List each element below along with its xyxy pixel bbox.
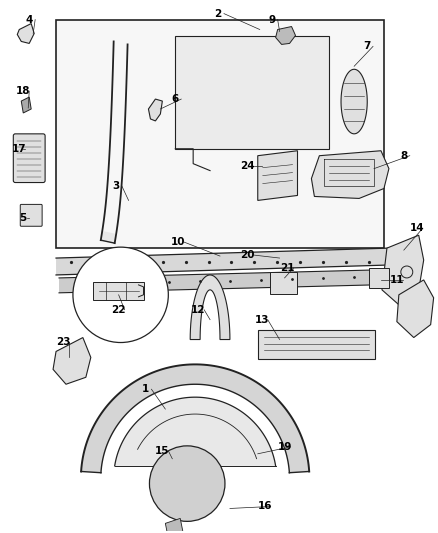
Text: 24: 24 [240,160,255,171]
Polygon shape [115,397,276,466]
Circle shape [73,247,168,343]
Text: 7: 7 [364,42,371,51]
Text: 16: 16 [258,502,272,512]
Polygon shape [81,365,309,473]
FancyBboxPatch shape [20,204,42,226]
Polygon shape [341,69,367,134]
Text: 22: 22 [111,305,126,314]
Text: 15: 15 [155,446,170,456]
Polygon shape [148,99,162,121]
Text: 5: 5 [20,213,27,223]
Text: 20: 20 [240,250,255,260]
FancyBboxPatch shape [270,272,297,294]
Polygon shape [276,27,296,44]
FancyBboxPatch shape [258,329,375,359]
Circle shape [149,446,225,521]
Text: 19: 19 [277,442,292,452]
Text: 23: 23 [56,336,70,346]
Text: 6: 6 [172,94,179,104]
Text: 4: 4 [25,14,33,25]
Text: 13: 13 [254,314,269,325]
Text: 9: 9 [268,14,275,25]
Text: 1: 1 [142,384,149,394]
Polygon shape [311,151,389,198]
Polygon shape [17,23,34,43]
FancyBboxPatch shape [175,36,329,149]
Text: 18: 18 [16,86,31,96]
Polygon shape [397,280,434,337]
FancyBboxPatch shape [13,134,45,182]
Polygon shape [190,275,230,340]
Polygon shape [165,519,183,533]
Text: 17: 17 [12,144,27,154]
Polygon shape [382,235,424,305]
Polygon shape [258,151,297,200]
Text: 10: 10 [171,237,186,247]
Text: 21: 21 [280,263,295,273]
Text: 14: 14 [410,223,424,233]
FancyBboxPatch shape [56,20,384,248]
Text: 11: 11 [390,275,404,285]
Text: 3: 3 [112,181,119,190]
Text: 12: 12 [191,305,205,314]
Polygon shape [56,248,389,275]
Polygon shape [59,270,374,293]
FancyBboxPatch shape [369,268,389,288]
Text: 2: 2 [214,9,222,19]
Polygon shape [21,97,31,113]
Polygon shape [53,337,91,384]
Text: 8: 8 [400,151,407,161]
FancyBboxPatch shape [93,282,145,300]
